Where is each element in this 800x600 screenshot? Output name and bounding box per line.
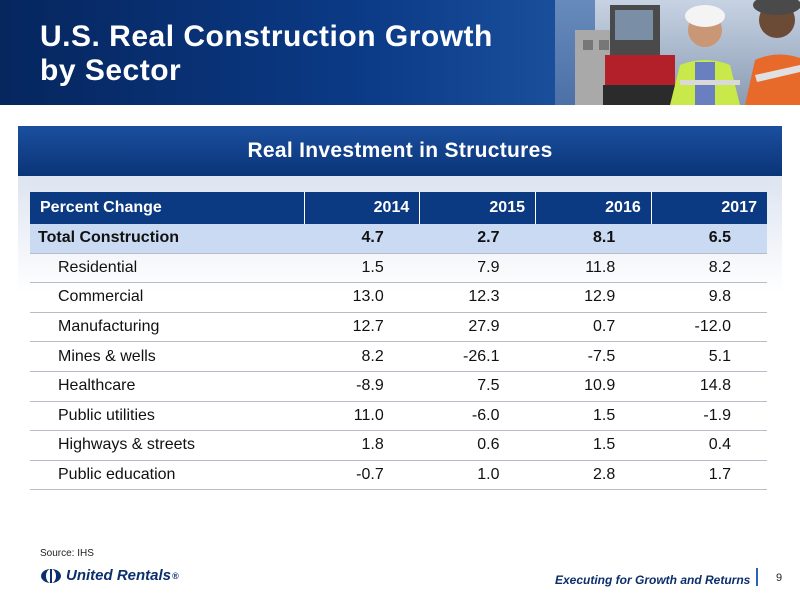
cell-2016: 10.9 — [535, 371, 652, 402]
table-row: Highways & streets 1.8 0.6 1.5 0.4 — [30, 430, 767, 461]
slide-title: U.S. Real Construction Growth by Sector — [40, 20, 493, 88]
footer-tagline: Executing for Growth and Returns — [555, 573, 751, 587]
cell-2015: -26.1 — [419, 341, 536, 372]
row-label: Public education — [30, 460, 304, 491]
cell-2014: 11.0 — [304, 401, 420, 432]
cell-2015: 0.6 — [419, 430, 536, 461]
cell-2017: 1.7 — [651, 460, 767, 491]
table-row-total-construction: Total Construction 4.7 2.7 8.1 6.5 — [30, 224, 767, 254]
cell-2017: 0.4 — [651, 430, 767, 461]
cell-2015: 7.5 — [419, 371, 536, 402]
cell-2014: 1.8 — [304, 430, 420, 461]
slide-title-line2: by Sector — [40, 54, 182, 87]
cell-2014: 13.0 — [304, 282, 420, 313]
cell-2015: -6.0 — [419, 401, 536, 432]
cell-2015: 2.7 — [419, 224, 536, 254]
table-row: Residential 1.5 7.9 11.8 8.2 — [30, 253, 767, 284]
cell-2015: 27.9 — [419, 312, 536, 343]
row-label: Commercial — [30, 282, 304, 313]
cell-2016: 11.8 — [535, 253, 652, 284]
cell-2016: 0.7 — [535, 312, 652, 343]
table-row: Healthcare -8.9 7.5 10.9 14.8 — [30, 371, 767, 402]
cell-2014: 4.7 — [304, 224, 420, 254]
cell-2014: -8.9 — [304, 371, 420, 402]
logo-mark-icon — [41, 568, 61, 583]
construction-growth-table: Percent Change 2014 2015 2016 2017 Total… — [30, 192, 767, 491]
table-header-row: Percent Change 2014 2015 2016 2017 — [30, 192, 767, 224]
footer-divider — [756, 568, 758, 586]
cell-2014: 12.7 — [304, 312, 420, 343]
cell-2015: 7.9 — [419, 253, 536, 284]
table-row: Manufacturing 12.7 27.9 0.7 -12.0 — [30, 312, 767, 343]
cell-2015: 12.3 — [419, 282, 536, 313]
table-row: Mines & wells 8.2 -26.1 -7.5 5.1 — [30, 341, 767, 372]
row-label: Manufacturing — [30, 312, 304, 343]
cell-2016: 2.8 — [535, 460, 652, 491]
header-2016: 2016 — [535, 192, 652, 224]
page-number: 9 — [776, 572, 783, 584]
source-note: Source: IHS — [40, 548, 94, 559]
row-label: Highways & streets — [30, 430, 304, 461]
header-2017: 2017 — [651, 192, 767, 224]
cell-2017: -1.9 — [651, 401, 767, 432]
row-label: Mines & wells — [30, 341, 304, 372]
cell-2017: 6.5 — [651, 224, 767, 254]
header-2015: 2015 — [419, 192, 536, 224]
cell-2014: 8.2 — [304, 341, 420, 372]
cell-2017: 5.1 — [651, 341, 767, 372]
header-percent-change: Percent Change — [30, 192, 305, 224]
cell-2016: 8.1 — [535, 224, 652, 254]
cell-2015: 1.0 — [419, 460, 536, 491]
table-row: Public education -0.7 1.0 2.8 1.7 — [30, 460, 767, 491]
construction-workers-photo — [555, 0, 800, 105]
title-banner: U.S. Real Construction Growth by Sector — [0, 0, 800, 105]
logo-registered-mark: ® — [172, 570, 179, 581]
row-label: Residential — [30, 253, 304, 284]
section-title: Real Investment in Structures — [18, 126, 782, 176]
cell-2017: 8.2 — [651, 253, 767, 284]
cell-2016: 1.5 — [535, 430, 652, 461]
row-label: Healthcare — [30, 371, 304, 402]
logo-text: United Rentals — [66, 567, 172, 584]
row-label: Total Construction — [30, 224, 304, 254]
cell-2016: -7.5 — [535, 341, 652, 372]
header-2014: 2014 — [304, 192, 421, 224]
cell-2017: 9.8 — [651, 282, 767, 313]
cell-2016: 12.9 — [535, 282, 652, 313]
slide-title-line1: U.S. Real Construction Growth — [40, 20, 493, 53]
cell-2014: -0.7 — [304, 460, 420, 491]
united-rentals-logo: United Rentals ® — [40, 567, 179, 584]
cell-2017: -12.0 — [651, 312, 767, 343]
cell-2017: 14.8 — [651, 371, 767, 402]
table-row: Commercial 13.0 12.3 12.9 9.8 — [30, 282, 767, 313]
cell-2016: 1.5 — [535, 401, 652, 432]
cell-2014: 1.5 — [304, 253, 420, 284]
row-label: Public utilities — [30, 401, 304, 432]
table-row: Public utilities 11.0 -6.0 1.5 -1.9 — [30, 401, 767, 432]
